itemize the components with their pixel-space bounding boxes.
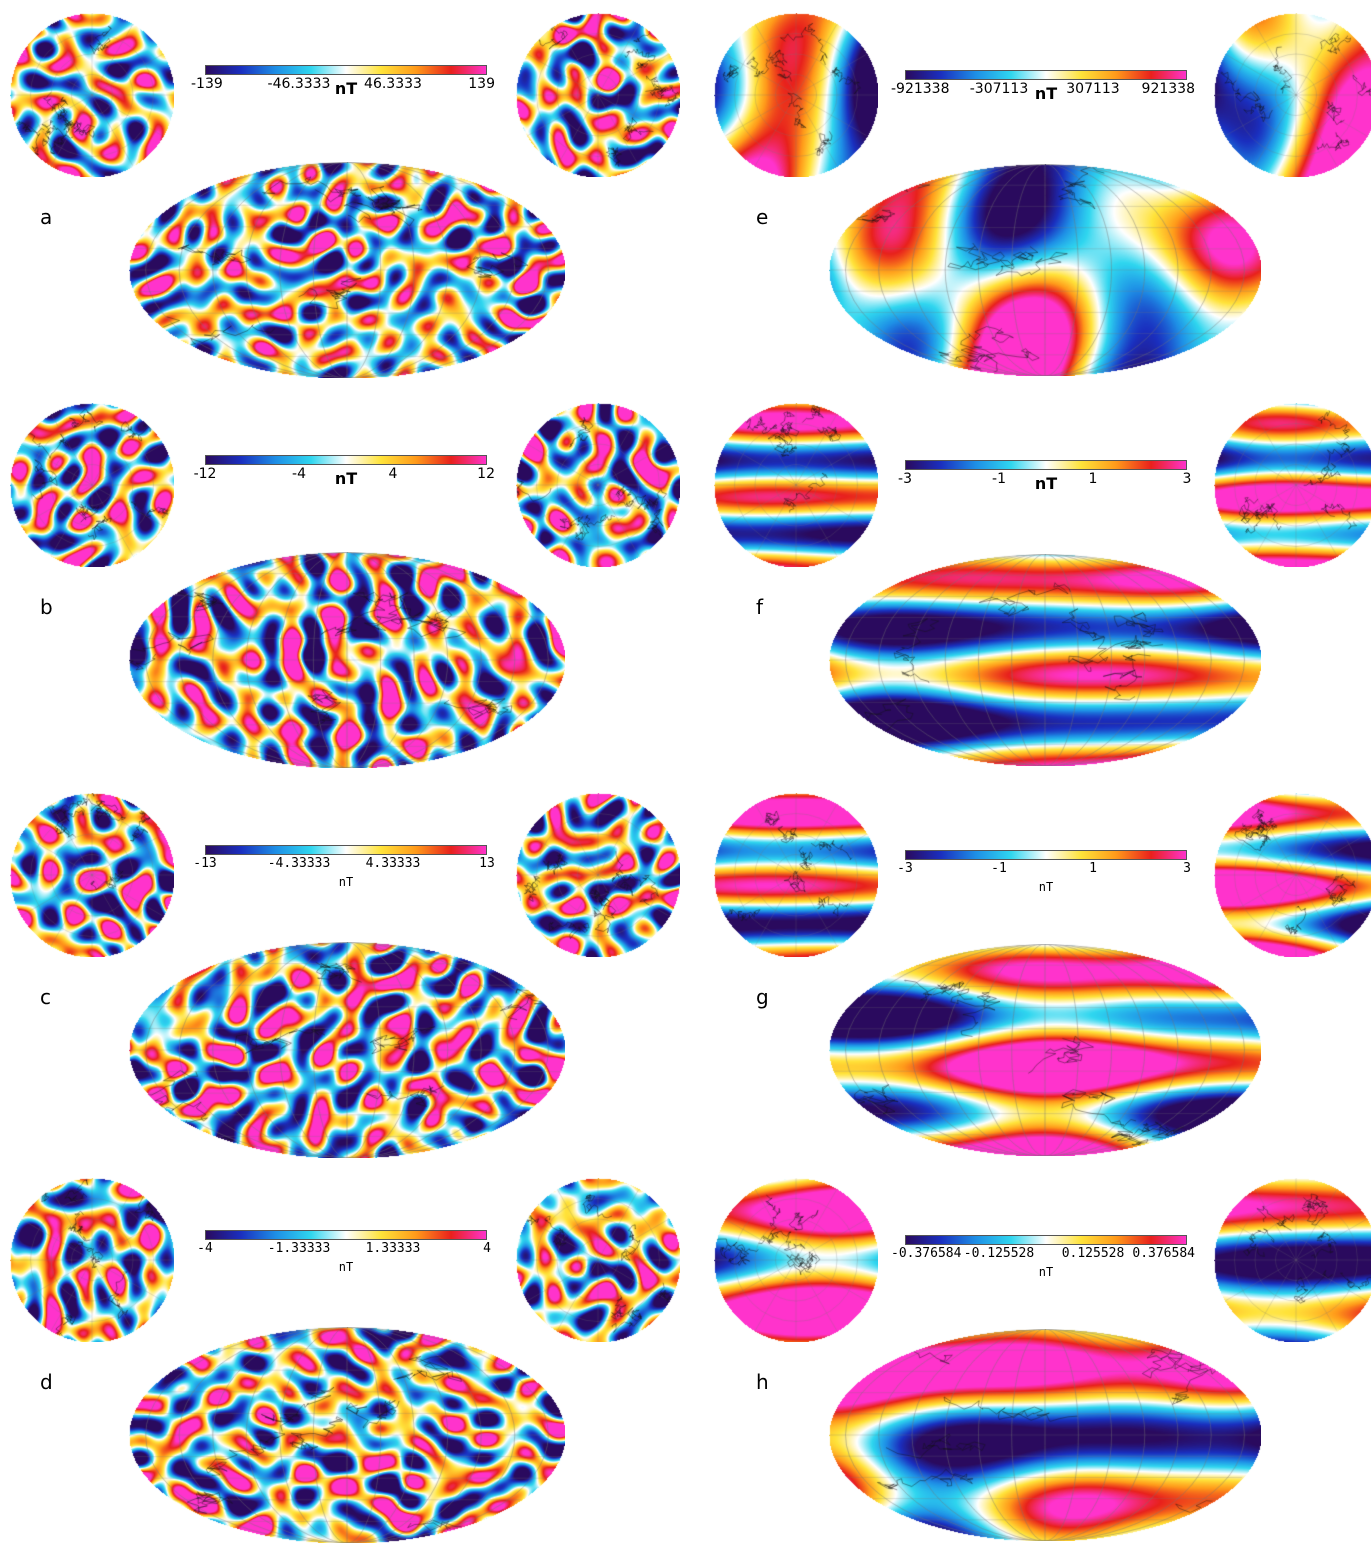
colorbar-tick-label: 921338 <box>1141 81 1195 97</box>
colorbar-tick-label: 139 <box>468 76 495 92</box>
colorbar <box>905 1235 1187 1245</box>
colorbar-unit-label: nT <box>334 79 358 98</box>
colorbar-unit-label: nT <box>334 469 358 488</box>
panel-h: -0.376584 -0.125528 0.125528 0.376584 nT h <box>700 1165 1371 1541</box>
colorbar-tick-label: -139 <box>191 76 223 92</box>
panel-e: -921338 -307113 307113 921338 nT e <box>700 0 1371 385</box>
panel-letter: f <box>756 595 764 619</box>
mollweide-map <box>829 164 1261 376</box>
panel-f: -3 -1 1 3 nT f <box>700 390 1371 775</box>
colorbar-unit-label: nT <box>1038 1265 1054 1279</box>
colorbar <box>905 850 1187 860</box>
panel-letter: g <box>756 985 769 1009</box>
colorbar <box>205 455 487 465</box>
colorbar-tick-label: 0.376584 <box>1132 1246 1195 1261</box>
colorbar-tick-label: 3 <box>1183 861 1191 876</box>
colorbar-tick-label: -4 <box>292 466 306 482</box>
colorbar-tick-label: -1 <box>991 861 1007 876</box>
colorbar-tick-label: 307113 <box>1066 81 1120 97</box>
colorbar-tick-label: 13 <box>479 856 495 871</box>
colorbar-tick-label: -12 <box>193 466 217 482</box>
south-pole-map <box>516 403 680 567</box>
panel-b: -12 -4 4 12 nT b <box>0 390 685 775</box>
colorbar-tick-label: 4 <box>388 466 398 482</box>
panel-g: -3 -1 1 3 nT g <box>700 780 1371 1165</box>
colorbar-tick-label: 4.33333 <box>365 856 421 871</box>
panel-letter: b <box>40 595 53 619</box>
south-pole-map <box>516 793 680 957</box>
panel-c: -13 -4.33333 4.33333 13 nT c <box>0 780 685 1165</box>
colorbar-tick-label: -307113 <box>969 81 1029 97</box>
north-pole-map <box>714 1178 878 1342</box>
south-pole-map <box>1214 13 1371 177</box>
south-pole-map <box>516 13 680 177</box>
colorbar-tick-label: 1 <box>1088 471 1098 487</box>
mollweide-map <box>829 944 1261 1156</box>
colorbar <box>205 845 487 855</box>
south-pole-map <box>1214 1178 1371 1342</box>
north-pole-map <box>10 1178 174 1342</box>
colorbar-unit-label: nT <box>338 875 354 889</box>
north-pole-map <box>714 793 878 957</box>
colorbar <box>205 65 487 75</box>
mollweide-map <box>829 1329 1261 1541</box>
colorbar-tick-label: -1 <box>992 471 1006 487</box>
colorbar-tick-label: -13 <box>193 856 217 871</box>
mollweide-map <box>129 1327 565 1543</box>
panel-a: -139 -46.3333 46.3333 139 nT a <box>0 0 685 385</box>
colorbar <box>205 1230 487 1240</box>
south-pole-map <box>516 1178 680 1342</box>
colorbar <box>905 70 1187 80</box>
south-pole-map <box>1214 793 1371 957</box>
colorbar-tick-label: -4 <box>197 1241 213 1256</box>
colorbar-tick-label: -1.33333 <box>267 1241 331 1256</box>
colorbar-unit-label: nT <box>338 1260 354 1274</box>
colorbar-unit-label: nT <box>1034 474 1058 493</box>
mollweide-map <box>129 942 565 1158</box>
colorbar-tick-label: -0.376584 <box>891 1246 962 1261</box>
colorbar-unit-label: nT <box>1038 880 1054 894</box>
panel-letter: a <box>40 205 53 229</box>
colorbar-tick-label: 46.3333 <box>364 76 422 92</box>
panel-letter: e <box>756 205 769 229</box>
south-pole-map <box>1214 403 1371 567</box>
mollweide-map <box>129 162 565 378</box>
panel-letter: h <box>756 1370 769 1394</box>
colorbar-tick-label: 4 <box>483 1241 491 1256</box>
colorbar-tick-label: -0.125528 <box>963 1246 1035 1261</box>
mollweide-map <box>829 554 1261 766</box>
north-pole-map <box>10 403 174 567</box>
panel-letter: c <box>40 985 51 1009</box>
panel-d: -4 -1.33333 1.33333 4 nT d <box>0 1165 685 1543</box>
colorbar-tick-label: 1.33333 <box>365 1241 421 1256</box>
colorbar-tick-label: -4.33333 <box>267 856 331 871</box>
north-pole-map <box>10 13 174 177</box>
panel-letter: d <box>40 1370 53 1394</box>
mollweide-map <box>129 552 565 768</box>
north-pole-map <box>714 13 878 177</box>
colorbar-tick-label: 3 <box>1182 471 1192 487</box>
north-pole-map <box>10 793 174 957</box>
colorbar <box>905 460 1187 470</box>
north-pole-map <box>714 403 878 567</box>
colorbar-tick-label: -3 <box>898 471 912 487</box>
colorbar-unit-label: nT <box>1034 84 1058 103</box>
colorbar-tick-label: 1 <box>1089 861 1097 876</box>
colorbar-tick-label: 12 <box>477 466 495 482</box>
colorbar-tick-label: -46.3333 <box>267 76 331 92</box>
colorbar-tick-label: 0.125528 <box>1061 1246 1125 1261</box>
colorbar-tick-label: -3 <box>897 861 913 876</box>
colorbar-tick-label: -921338 <box>891 81 950 97</box>
